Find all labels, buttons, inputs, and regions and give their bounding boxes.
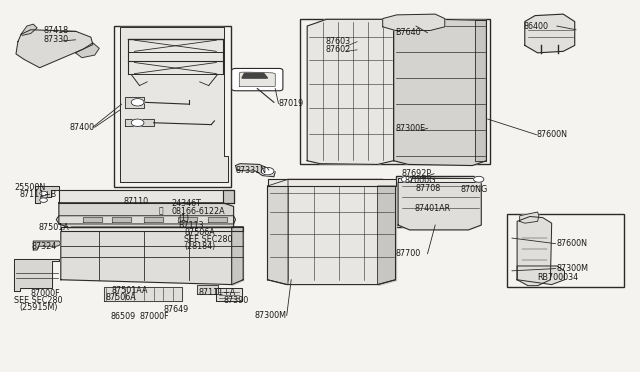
Text: 87649: 87649 (163, 305, 188, 314)
Text: 87501AA: 87501AA (112, 286, 148, 295)
Text: B7113: B7113 (178, 221, 204, 230)
Polygon shape (517, 266, 564, 285)
Text: 86509: 86509 (110, 312, 135, 321)
Polygon shape (236, 164, 275, 177)
Polygon shape (83, 217, 102, 222)
Text: 87390: 87390 (224, 296, 249, 305)
Polygon shape (33, 241, 61, 250)
Polygon shape (223, 190, 234, 203)
Text: 87000F: 87000F (31, 289, 60, 298)
Polygon shape (14, 259, 59, 291)
Text: 87700: 87700 (396, 249, 420, 258)
Bar (396, 176, 474, 227)
Text: 87506A: 87506A (184, 228, 215, 237)
Text: 87300M: 87300M (557, 264, 589, 273)
Polygon shape (61, 227, 243, 285)
Circle shape (40, 198, 47, 202)
Polygon shape (475, 20, 486, 161)
Polygon shape (76, 43, 99, 58)
Polygon shape (520, 212, 539, 223)
Bar (507, 214, 624, 287)
Text: 87692P: 87692P (402, 169, 432, 178)
Text: (25915M): (25915M) (19, 303, 58, 312)
Polygon shape (178, 217, 197, 222)
Text: 25500N: 25500N (14, 183, 45, 192)
Text: 87506A: 87506A (106, 293, 136, 302)
Polygon shape (208, 217, 227, 222)
Circle shape (401, 176, 412, 182)
Polygon shape (35, 186, 59, 203)
Text: 87000G: 87000G (404, 176, 436, 185)
Polygon shape (383, 14, 445, 31)
Polygon shape (242, 73, 268, 78)
Polygon shape (517, 217, 552, 286)
Bar (300, 19, 490, 164)
Text: 08166-6122A: 08166-6122A (172, 207, 225, 216)
Polygon shape (394, 19, 486, 166)
Text: 87330: 87330 (44, 35, 68, 44)
Polygon shape (268, 179, 288, 285)
Polygon shape (59, 203, 234, 228)
Text: 87708: 87708 (416, 184, 441, 193)
Text: 87600N: 87600N (557, 239, 588, 248)
Polygon shape (16, 30, 93, 68)
Text: 87019: 87019 (278, 99, 303, 108)
Polygon shape (398, 178, 481, 230)
Circle shape (131, 99, 144, 106)
Polygon shape (307, 19, 394, 164)
Circle shape (40, 191, 47, 196)
Polygon shape (125, 119, 154, 126)
Polygon shape (268, 179, 396, 285)
Text: (1): (1) (178, 214, 189, 223)
Text: 87110: 87110 (124, 197, 148, 206)
Polygon shape (144, 217, 163, 222)
Text: B7640: B7640 (396, 28, 421, 37)
Text: 87400: 87400 (69, 123, 94, 132)
Text: Ⓢ: Ⓢ (159, 207, 163, 216)
Text: 87300E: 87300E (396, 124, 426, 133)
Text: 87300M: 87300M (255, 311, 287, 320)
Polygon shape (61, 227, 243, 231)
Polygon shape (120, 27, 228, 182)
Polygon shape (378, 186, 396, 285)
Text: SEE SEC280: SEE SEC280 (184, 235, 233, 244)
Text: 87501A: 87501A (38, 223, 69, 232)
Text: 87401AR: 87401AR (415, 204, 451, 213)
Polygon shape (59, 190, 234, 203)
Text: 87602: 87602 (325, 45, 350, 54)
Polygon shape (197, 285, 218, 294)
Text: 87111+A: 87111+A (198, 288, 236, 297)
Bar (114, 26, 231, 187)
Text: 87331N: 87331N (236, 166, 266, 174)
Text: 87418: 87418 (44, 26, 68, 35)
Polygon shape (239, 72, 275, 86)
Polygon shape (104, 287, 182, 301)
Text: (28184): (28184) (184, 242, 216, 251)
Text: 87324: 87324 (32, 242, 57, 251)
Text: 87111+B: 87111+B (19, 190, 56, 199)
Polygon shape (268, 179, 396, 186)
Polygon shape (232, 227, 243, 285)
Polygon shape (216, 288, 242, 301)
Text: 24346T: 24346T (172, 199, 202, 208)
Polygon shape (398, 178, 481, 182)
Polygon shape (525, 14, 575, 53)
Polygon shape (21, 24, 37, 35)
Polygon shape (112, 217, 131, 222)
Polygon shape (125, 97, 144, 108)
Circle shape (131, 119, 144, 126)
Text: RB700034: RB700034 (538, 273, 579, 282)
Text: 86400: 86400 (524, 22, 548, 31)
Circle shape (474, 176, 484, 182)
Text: 87603: 87603 (325, 37, 350, 46)
Text: 87000F: 87000F (140, 312, 169, 321)
Polygon shape (56, 216, 236, 224)
Text: 870NG: 870NG (461, 185, 488, 194)
Circle shape (261, 167, 274, 175)
Text: SEE SEC280: SEE SEC280 (14, 296, 63, 305)
Text: 87600N: 87600N (536, 130, 567, 139)
FancyBboxPatch shape (232, 68, 283, 91)
